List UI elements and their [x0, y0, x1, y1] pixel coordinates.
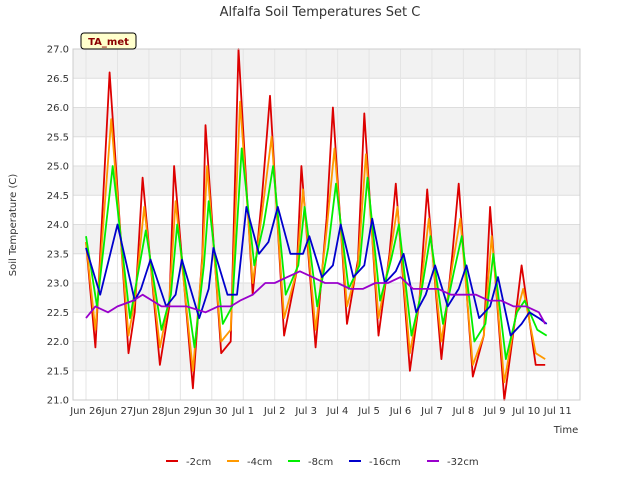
series-line: [85, 205, 548, 337]
y-tick-label: 26.0: [47, 103, 69, 114]
y-tick-label: 21.0: [47, 396, 69, 407]
x-tick-label: Jul 7: [420, 406, 443, 417]
x-tick-label: Jun 26: [69, 406, 102, 417]
y-tick-label: 24.0: [47, 220, 69, 231]
badge: TA_met: [80, 32, 137, 50]
chart-title: Alfalfa Soil Temperatures Set C: [220, 5, 421, 20]
y-tick-label: 23.5: [47, 249, 69, 260]
legend-label: -2cm: [186, 457, 211, 468]
series-lines: [85, 48, 548, 401]
grid-band: [73, 49, 580, 79]
grid-band: [73, 166, 580, 196]
legend-label: -8cm: [308, 457, 333, 468]
x-tick-label: Jul 4: [326, 406, 349, 417]
y-tick-label: 23.0: [47, 279, 69, 290]
badge-box: [80, 32, 137, 50]
y-axis-label: Soil Temperature (C): [8, 174, 19, 277]
legend-label: -4cm: [247, 457, 272, 468]
x-tick-label: Jun 30: [195, 406, 228, 417]
x-tick-label: Jun 29: [164, 406, 197, 417]
badge-label: TA_met: [88, 37, 129, 48]
y-tick-label: 25.0: [47, 162, 69, 173]
series-line: [85, 100, 546, 384]
x-tick-label: Jul 11: [543, 406, 572, 417]
axes: 21.0 21.5 22.0 22.5 23.0 23.5 24.0 24.5 25.0 25.5…: [47, 45, 581, 417]
x-tick-label: Jul 10: [511, 406, 540, 417]
x-tick-label: Jul 6: [389, 406, 412, 417]
legend: -2cm -4cm -8cm -16cm -32cm: [166, 457, 479, 468]
y-tick-label: 26.5: [47, 74, 69, 85]
x-tick-label: Jun 27: [101, 406, 134, 417]
x-tick-label: Jul 2: [263, 406, 286, 417]
legend-label: -16cm: [369, 457, 401, 468]
grid-band: [73, 107, 580, 137]
y-tick-label: 22.5: [47, 308, 69, 319]
y-tick-label: 22.0: [47, 337, 69, 348]
x-tick-label: Jul 8: [452, 406, 475, 417]
plot-border: [72, 48, 581, 401]
y-tick-label: 27.0: [47, 45, 69, 56]
series-line: [85, 270, 546, 325]
x-tick-label: Jun 28: [132, 406, 165, 417]
y-tick-label: 25.5: [47, 132, 69, 143]
x-tick-label: Jul 5: [357, 406, 380, 417]
y-tick-label: 21.5: [47, 366, 69, 377]
x-tick-label: Jul 9: [483, 406, 506, 417]
x-tick-label: Jul 3: [294, 406, 317, 417]
x-axis-label: Time: [553, 425, 578, 436]
y-tick-label: 24.5: [47, 191, 69, 202]
x-tick-label: Jul 1: [231, 406, 254, 417]
legend-label: -32cm: [447, 457, 479, 468]
